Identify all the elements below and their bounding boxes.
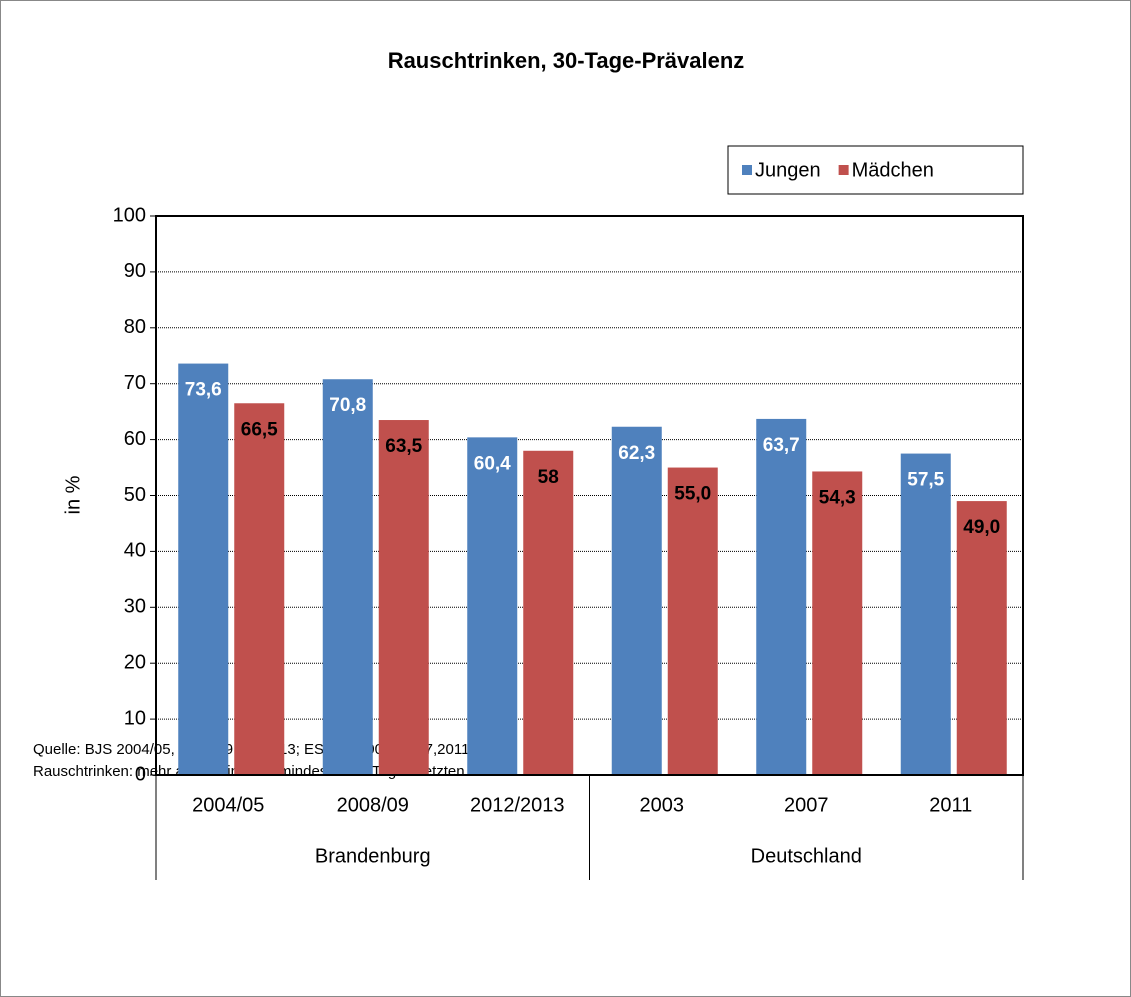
x-tick-label: 2007 [784,794,829,816]
y-tick-label: 100 [113,204,146,226]
bar [956,501,1007,775]
data-label: 57,5 [907,470,944,491]
data-label: 60,4 [474,453,511,474]
data-label: 55,0 [674,484,711,505]
group-label: Deutschland [751,845,862,867]
bar [322,379,373,775]
y-tick-label: 50 [124,484,146,506]
x-tick-label: 2011 [929,794,972,816]
bar [611,426,662,775]
legend-box [727,145,1024,195]
bar [234,403,285,775]
y-tick-label: 70 [124,372,146,394]
x-tick-label: 2012/2013 [470,794,565,816]
y-tick-label: 80 [124,316,146,338]
y-tick-label: 20 [124,651,146,673]
data-label: 49,0 [963,517,1000,538]
legend-label: Mädchen [852,159,934,181]
bar [900,453,951,775]
bar [756,418,807,775]
bar [178,363,229,775]
chart-title: Rauschtrinken, 30-Tage-Prävalenz [388,48,745,73]
y-tick-label: 30 [124,596,146,618]
bar [812,471,863,775]
bar [467,437,518,775]
data-label: 73,6 [185,380,222,401]
bar [378,420,429,775]
y-tick-label: 90 [124,260,146,282]
data-label: 62,3 [618,443,655,464]
y-tick-label: 60 [124,428,146,450]
legend-swatch [838,165,849,175]
data-label: 70,8 [329,395,366,416]
x-tick-label: 2008/09 [337,794,409,816]
y-axis-label: in % [62,475,84,514]
legend-swatch [742,165,752,175]
legend-label: Jungen [755,159,821,181]
bar [523,450,574,775]
bar [667,467,718,775]
x-tick-label: 2003 [640,794,685,816]
data-label: 63,5 [385,436,422,457]
y-tick-label: 40 [124,540,146,562]
y-tick-label: 10 [124,707,146,729]
y-tick-label: 0 [135,763,146,785]
group-label: Brandenburg [315,845,431,867]
data-label: 63,7 [763,435,800,456]
data-label: 54,3 [819,487,856,508]
x-tick-label: 2004/05 [192,794,264,816]
data-label: 58 [538,467,559,488]
data-label: 66,5 [241,419,278,440]
